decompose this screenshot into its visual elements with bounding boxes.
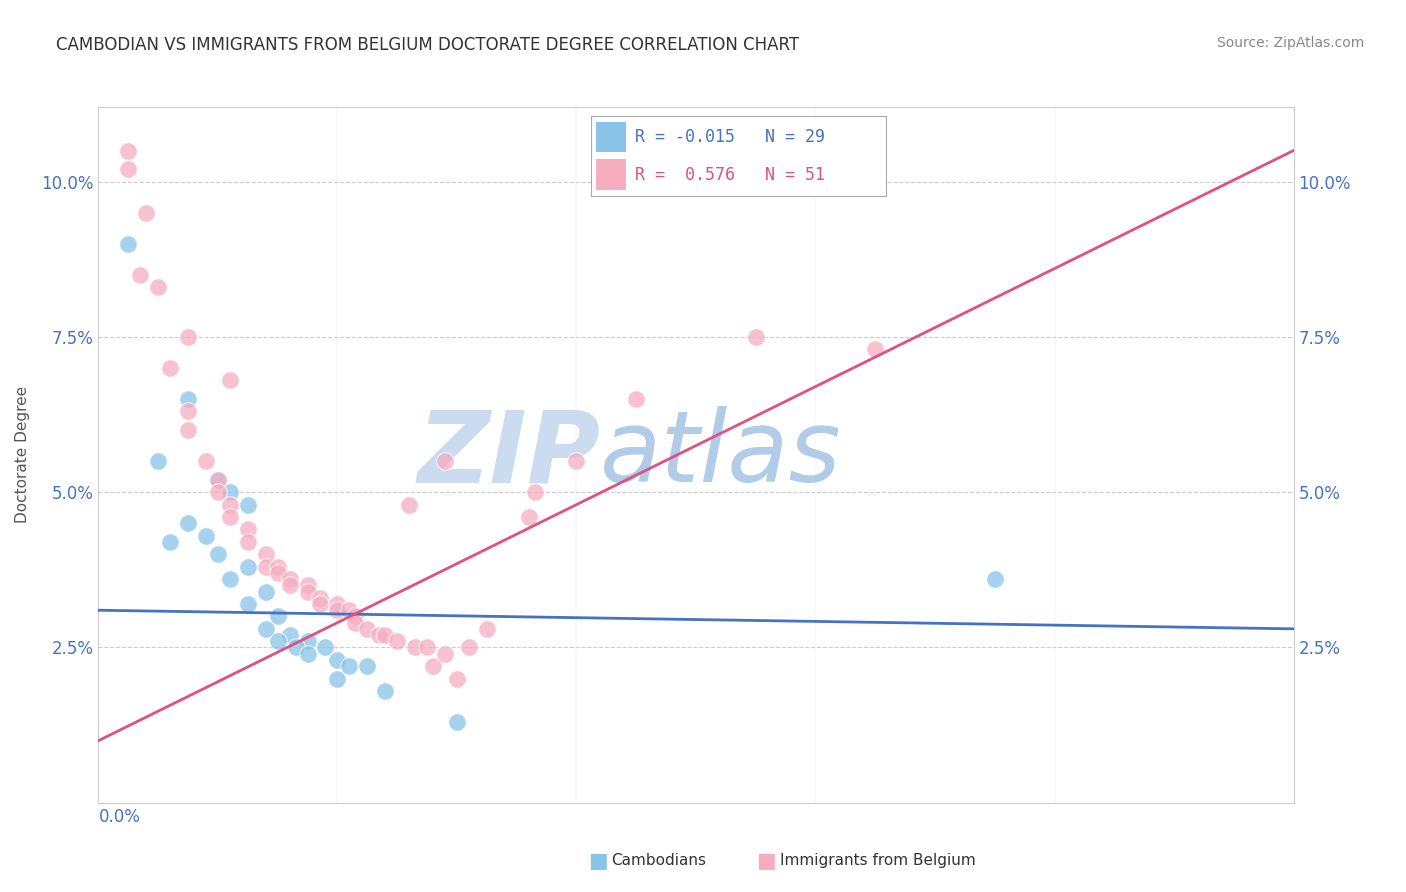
- Point: [339, 603, 360, 617]
- Point: [326, 653, 349, 667]
- Point: [523, 485, 546, 500]
- Point: [422, 659, 444, 673]
- Point: [326, 597, 349, 611]
- Text: ■: ■: [588, 851, 607, 871]
- Point: [434, 454, 457, 468]
- Text: ■: ■: [756, 851, 776, 871]
- Point: [385, 634, 409, 648]
- Point: [517, 510, 540, 524]
- Point: [297, 634, 319, 648]
- Point: [236, 534, 259, 549]
- Point: [326, 603, 349, 617]
- Text: atlas: atlas: [600, 407, 842, 503]
- Text: Source: ZipAtlas.com: Source: ZipAtlas.com: [1216, 36, 1364, 50]
- Text: R = -0.015   N = 29: R = -0.015 N = 29: [636, 128, 825, 145]
- Point: [236, 559, 259, 574]
- Point: [315, 640, 337, 655]
- Text: ZIP: ZIP: [418, 407, 600, 503]
- Point: [745, 330, 768, 344]
- Point: [219, 373, 242, 387]
- Point: [236, 523, 259, 537]
- Point: [297, 584, 319, 599]
- Point: [129, 268, 152, 282]
- Point: [297, 647, 319, 661]
- Point: [219, 572, 242, 586]
- Point: [626, 392, 648, 406]
- Point: [368, 628, 391, 642]
- Point: [374, 684, 396, 698]
- Point: [308, 597, 330, 611]
- Point: [865, 343, 887, 357]
- Point: [219, 498, 242, 512]
- Point: [159, 360, 181, 375]
- Text: R =  0.576   N = 51: R = 0.576 N = 51: [636, 166, 825, 184]
- Point: [475, 622, 498, 636]
- Point: [254, 584, 277, 599]
- Point: [356, 622, 378, 636]
- Point: [177, 404, 200, 418]
- Text: 0.0%: 0.0%: [98, 808, 141, 826]
- Text: CAMBODIAN VS IMMIGRANTS FROM BELGIUM DOCTORATE DEGREE CORRELATION CHART: CAMBODIAN VS IMMIGRANTS FROM BELGIUM DOC…: [56, 36, 800, 54]
- Point: [344, 615, 367, 630]
- Point: [135, 205, 157, 219]
- Point: [254, 622, 277, 636]
- Point: [326, 672, 349, 686]
- Bar: [596, 160, 626, 190]
- Point: [267, 559, 290, 574]
- Text: Cambodians: Cambodians: [612, 854, 707, 868]
- Point: [416, 640, 439, 655]
- Point: [374, 628, 396, 642]
- Point: [297, 578, 319, 592]
- Point: [339, 659, 360, 673]
- Point: [177, 392, 200, 406]
- Point: [207, 473, 229, 487]
- Point: [434, 647, 457, 661]
- Point: [984, 572, 1007, 586]
- Point: [117, 236, 139, 251]
- Point: [207, 547, 229, 561]
- Point: [565, 454, 588, 468]
- Point: [308, 591, 330, 605]
- Point: [207, 473, 229, 487]
- Point: [117, 162, 139, 177]
- Point: [267, 566, 290, 580]
- Point: [177, 516, 200, 531]
- Point: [278, 572, 301, 586]
- Point: [446, 714, 468, 729]
- Y-axis label: Doctorate Degree: Doctorate Degree: [15, 386, 30, 524]
- Point: [177, 423, 200, 437]
- Point: [117, 144, 139, 158]
- Point: [236, 498, 259, 512]
- Point: [254, 559, 277, 574]
- Point: [148, 280, 170, 294]
- Point: [458, 640, 481, 655]
- Point: [278, 628, 301, 642]
- Point: [159, 534, 181, 549]
- Point: [356, 659, 378, 673]
- Point: [219, 510, 242, 524]
- Text: Immigrants from Belgium: Immigrants from Belgium: [780, 854, 976, 868]
- Point: [278, 578, 301, 592]
- Point: [267, 609, 290, 624]
- Point: [195, 454, 218, 468]
- Point: [344, 609, 367, 624]
- Point: [404, 640, 426, 655]
- Point: [446, 672, 468, 686]
- Point: [236, 597, 259, 611]
- Point: [219, 485, 242, 500]
- Point: [148, 454, 170, 468]
- Point: [254, 547, 277, 561]
- Bar: [596, 121, 626, 152]
- Point: [177, 330, 200, 344]
- Point: [207, 485, 229, 500]
- Point: [284, 640, 307, 655]
- Point: [398, 498, 420, 512]
- Point: [195, 529, 218, 543]
- Point: [267, 634, 290, 648]
